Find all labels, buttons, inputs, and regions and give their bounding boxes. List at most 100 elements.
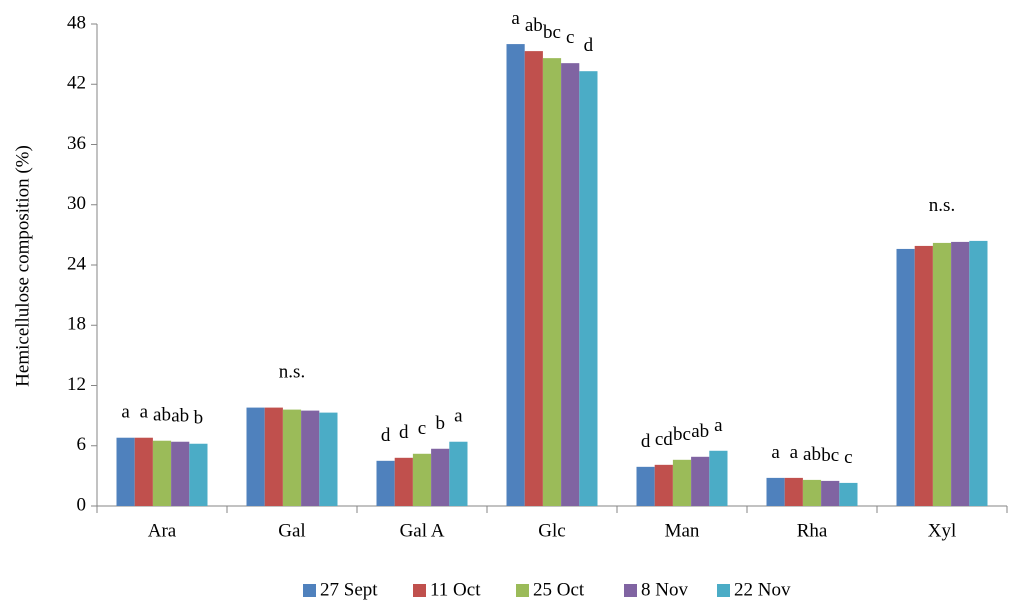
bar (506, 44, 525, 506)
significance-label: ab (803, 444, 821, 465)
significance-label: c (418, 418, 426, 439)
significance-label: ab (171, 406, 189, 427)
bar (524, 51, 543, 507)
significance-label: a (511, 8, 520, 29)
legend-item: 25 Oct (516, 579, 585, 600)
significance-label: c (844, 447, 852, 468)
bar (802, 479, 822, 506)
x-tick-label: Gal A (400, 520, 445, 541)
significance-label: d (641, 431, 651, 452)
x-tick-label: Ara (148, 520, 177, 541)
bar (969, 240, 988, 506)
significance-label: a (714, 415, 723, 436)
bar (896, 248, 915, 506)
significance-label: c (566, 27, 574, 48)
legend-item: 8 Nov (624, 579, 688, 600)
significance-label: bc (821, 445, 839, 466)
significance-label: d (399, 422, 409, 443)
bar (709, 450, 728, 506)
legend-swatch (516, 584, 529, 597)
bars (116, 44, 988, 507)
y-tick-label: 0 (77, 494, 87, 515)
significance-label: a (454, 406, 463, 427)
y-axis-title-group: Hemicellulose composition (%) (12, 145, 33, 387)
x-tick-label: Man (665, 520, 700, 541)
bar (579, 71, 598, 506)
bar (951, 241, 970, 506)
significance-label: bc (543, 22, 561, 43)
bar (431, 448, 450, 506)
bar (264, 407, 283, 506)
bar (376, 460, 395, 506)
significance-label: a (771, 442, 780, 463)
significance-label: a (140, 402, 149, 423)
x-tick-label: Glc (538, 520, 565, 541)
x-tick-label: Rha (797, 520, 828, 541)
legend-label: 11 Oct (430, 579, 481, 600)
bar (672, 459, 692, 506)
bar (691, 456, 710, 506)
significance-label: cd (655, 429, 673, 450)
significance-label: b (194, 408, 204, 429)
significance-label: n.s. (279, 362, 305, 383)
legend-swatch (624, 584, 637, 597)
x-tick-label: Xyl (928, 520, 957, 541)
y-axis: 0 6 12 18 24 30 36 42 48 (67, 12, 98, 515)
bar (394, 457, 413, 506)
bar (784, 477, 803, 506)
legend-label: 25 Oct (533, 579, 585, 600)
y-tick-label: 12 (67, 374, 86, 395)
x-axis: Ara Gal Gal A Glc Man Rha Xyl (96, 505, 1008, 541)
bar (134, 437, 153, 506)
bar (932, 242, 952, 507)
bar (152, 440, 172, 506)
y-tick-label: 30 (67, 193, 86, 214)
bar (636, 466, 655, 506)
x-tick-label: Gal (278, 520, 305, 541)
legend-item: 11 Oct (413, 579, 481, 600)
legend-item: 22 Nov (717, 579, 791, 600)
bar (914, 245, 933, 506)
y-axis-title: Hemicellulose composition (%) (12, 145, 33, 387)
significance-label: ab (153, 405, 171, 426)
bar (821, 480, 840, 506)
bar (542, 58, 562, 507)
bar (319, 412, 338, 506)
bar (282, 409, 302, 506)
significance-label: d (381, 425, 391, 446)
significance-label: bc (673, 424, 691, 445)
legend-swatch (303, 584, 316, 597)
y-tick-label: 24 (67, 253, 87, 274)
bar (116, 437, 135, 506)
annotations: a a ab ab bn.s.d d c b aa ab bc c dd cd bc ab aa a ab bc cn.… (121, 8, 955, 468)
bar (246, 407, 265, 506)
bar (561, 63, 580, 506)
y-tick-label: 36 (67, 133, 86, 154)
y-tick-label: 18 (67, 314, 86, 335)
bar (766, 477, 785, 506)
significance-label: a (790, 442, 799, 463)
bar (412, 453, 432, 506)
y-tick-label: 42 (67, 73, 86, 94)
legend-label: 27 Sept (320, 579, 378, 600)
legend-item: 27 Sept (303, 579, 378, 600)
bar (171, 441, 190, 506)
y-tick-label: 6 (77, 434, 87, 455)
legend-swatch (413, 584, 426, 597)
significance-label: d (584, 35, 594, 56)
significance-label: n.s. (929, 195, 955, 216)
significance-label: ab (691, 421, 709, 442)
significance-label: b (435, 413, 445, 434)
legend-label: 8 Nov (641, 579, 688, 600)
bar (301, 410, 320, 506)
bar (449, 441, 468, 506)
legend: 27 Sept 11 Oct 25 Oct 8 Nov 22 Nov (303, 579, 791, 600)
significance-label: ab (525, 15, 543, 36)
y-tick-label: 48 (67, 12, 86, 33)
bar (189, 443, 208, 506)
significance-label: a (121, 402, 130, 423)
legend-label: 22 Nov (734, 579, 791, 600)
bar (654, 464, 673, 506)
bar (839, 482, 858, 506)
